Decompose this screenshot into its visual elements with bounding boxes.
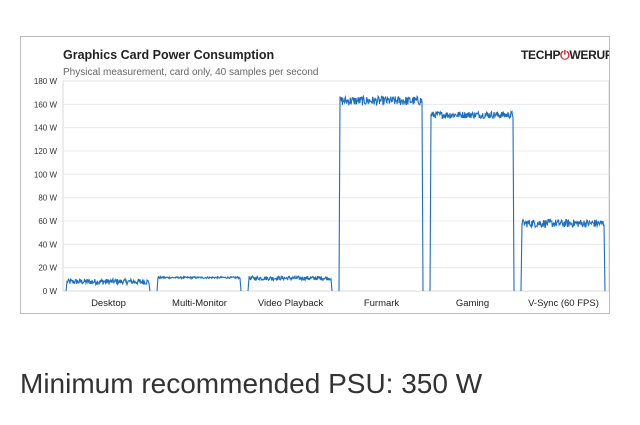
svg-text:TECHP⏻WERUP: TECHP⏻WERUP: [521, 48, 609, 62]
chart-frame: Graphics Card Power Consumption Physical…: [20, 36, 610, 314]
plot-area: [62, 80, 609, 292]
techpowerup-logo: TECHP⏻WERUP: [521, 48, 609, 62]
y-tick-label: 60 W: [38, 217, 57, 226]
series-line-segment: [247, 274, 333, 292]
series-line-segment: [520, 217, 606, 292]
y-tick-label: 120 W: [34, 147, 58, 156]
psu-caption: Minimum recommended PSU: 350 W: [20, 368, 483, 399]
y-tick-label: 20 W: [38, 264, 57, 273]
category-label: Furmark: [364, 298, 400, 309]
series-line-segment: [65, 276, 151, 292]
y-tick-label: 140 W: [34, 124, 58, 133]
chart-title: Graphics Card Power Consumption: [63, 48, 274, 62]
y-tick-label: 80 W: [38, 194, 57, 203]
power-chart: Graphics Card Power Consumption Physical…: [34, 48, 609, 309]
logo-part-2: WERUP: [569, 48, 609, 62]
series-line-segment: [429, 109, 515, 292]
series-line-segment: [338, 94, 424, 292]
y-tick-label: 0 W: [43, 287, 58, 296]
y-tick-label: 40 W: [38, 240, 57, 249]
series-line-segment: [156, 275, 242, 292]
category-label: Desktop: [91, 298, 126, 309]
category-label: Gaming: [456, 298, 489, 309]
logo-power-glyph: ⏻: [560, 48, 570, 62]
y-tick-label: 180 W: [34, 77, 58, 86]
category-label: Multi-Monitor: [172, 298, 227, 309]
category-labels: Desktop Multi-Monitor Video Playback Furmar…: [91, 298, 599, 309]
chart-subtitle: Physical measurement, card only, 40 samp…: [63, 67, 319, 78]
y-tick-label: 160 W: [34, 100, 58, 109]
y-tick-label: 100 W: [34, 170, 58, 179]
category-label: V-Sync (60 FPS): [528, 298, 599, 309]
category-label: Video Playback: [258, 298, 324, 309]
grid-lines: [63, 80, 609, 269]
series-layer: [65, 94, 606, 292]
y-tick-labels: 0 W 20 W 40 W 60 W 80 W 100 W 120 W 140 W 160 W 1…: [34, 77, 58, 296]
logo-part-1: TECHP: [521, 48, 560, 62]
